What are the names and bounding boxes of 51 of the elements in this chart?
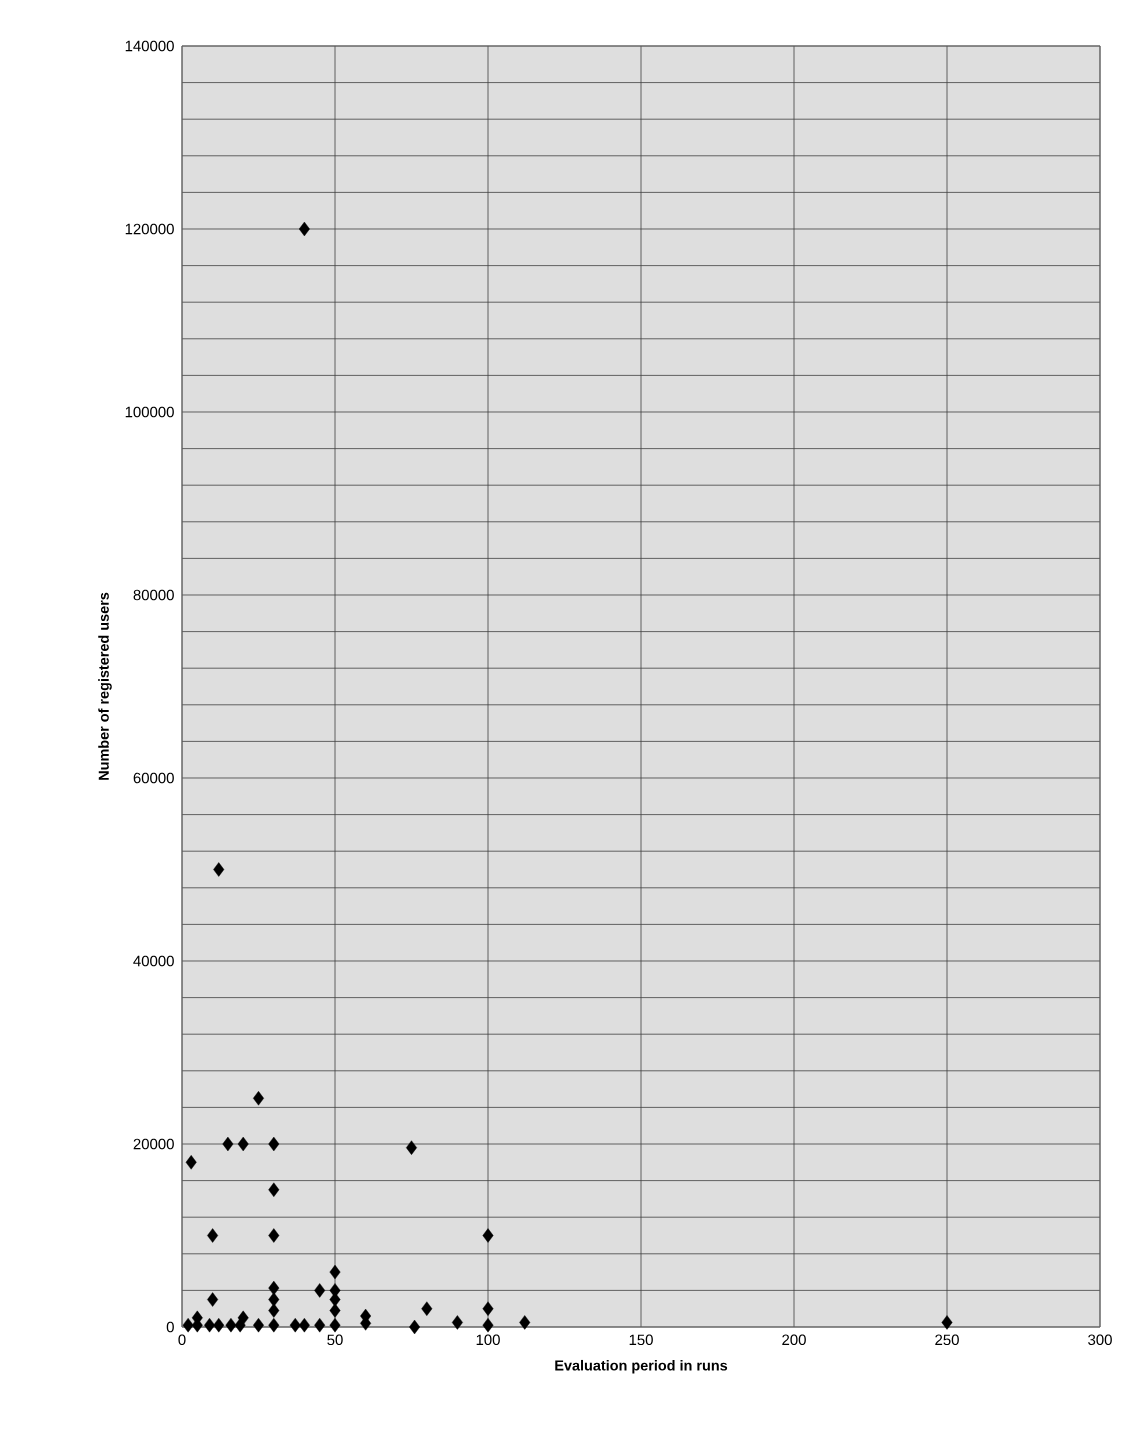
point xyxy=(234,1317,246,1333)
point xyxy=(182,1317,194,1333)
x-tick-label: 300 xyxy=(1088,1334,1112,1346)
x-tick-label: 150 xyxy=(629,1334,653,1346)
y-tick-label: 20000 xyxy=(133,1138,174,1150)
point xyxy=(482,1228,494,1243)
point xyxy=(451,1315,463,1330)
point xyxy=(268,1303,280,1318)
y-tick-label: 120000 xyxy=(125,223,174,235)
point xyxy=(253,1091,264,1106)
y-tick-label: 60000 xyxy=(133,772,174,784)
point xyxy=(482,1317,494,1333)
y-axis-title: Number of registered users xyxy=(98,592,112,780)
point xyxy=(268,1317,280,1333)
point xyxy=(519,1315,531,1330)
point xyxy=(213,862,225,877)
point xyxy=(329,1264,341,1280)
point xyxy=(268,1182,280,1197)
x-tick-label: 0 xyxy=(178,1334,186,1346)
point xyxy=(207,1292,219,1307)
x-tick-label: 100 xyxy=(476,1334,500,1346)
point xyxy=(482,1301,494,1316)
point xyxy=(298,221,310,237)
point xyxy=(268,1228,280,1243)
point xyxy=(409,1319,421,1335)
point xyxy=(185,1155,197,1170)
y-tick-label: 80000 xyxy=(133,589,174,601)
point xyxy=(329,1317,341,1333)
point xyxy=(289,1317,301,1333)
x-tick-label: 250 xyxy=(935,1334,959,1346)
point xyxy=(941,1315,953,1330)
point xyxy=(298,1317,310,1333)
point xyxy=(329,1303,341,1318)
point xyxy=(314,1317,326,1333)
point xyxy=(421,1301,433,1316)
y-tick-label: 140000 xyxy=(125,40,174,52)
point xyxy=(314,1283,326,1298)
y-tick-label: 40000 xyxy=(133,955,174,967)
point xyxy=(268,1136,280,1152)
point xyxy=(222,1136,234,1152)
x-tick-label: 200 xyxy=(782,1334,806,1346)
point xyxy=(213,1317,225,1333)
point xyxy=(268,1280,280,1296)
x-axis-title: Evaluation period in runs xyxy=(555,1359,728,1374)
point xyxy=(207,1228,219,1243)
point xyxy=(406,1140,417,1155)
point xyxy=(237,1136,249,1152)
x-tick-label: 50 xyxy=(327,1334,343,1346)
point xyxy=(225,1317,237,1333)
y-tick-label: 0 xyxy=(166,1321,174,1333)
y-tick-label: 100000 xyxy=(125,406,174,418)
